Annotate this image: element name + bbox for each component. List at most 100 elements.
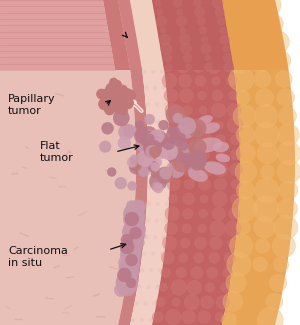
Circle shape <box>123 235 133 245</box>
Circle shape <box>130 258 140 267</box>
Circle shape <box>212 207 226 220</box>
Circle shape <box>162 236 177 250</box>
Circle shape <box>132 221 141 229</box>
Circle shape <box>143 140 162 158</box>
Circle shape <box>123 208 137 222</box>
Circle shape <box>124 233 138 247</box>
Circle shape <box>216 295 230 309</box>
Circle shape <box>229 91 237 100</box>
Circle shape <box>125 221 134 229</box>
Circle shape <box>118 124 134 140</box>
Circle shape <box>223 46 230 52</box>
Circle shape <box>224 60 236 72</box>
Circle shape <box>146 218 150 223</box>
Circle shape <box>148 152 152 156</box>
Circle shape <box>188 138 206 156</box>
Circle shape <box>199 26 207 34</box>
Circle shape <box>120 269 133 281</box>
Circle shape <box>278 124 299 146</box>
Circle shape <box>146 140 162 157</box>
Circle shape <box>121 253 131 263</box>
Circle shape <box>160 43 172 55</box>
Circle shape <box>157 31 169 43</box>
Circle shape <box>169 15 182 28</box>
Circle shape <box>184 295 199 310</box>
Circle shape <box>120 277 131 288</box>
Circle shape <box>166 162 182 177</box>
Circle shape <box>151 69 155 73</box>
Circle shape <box>146 134 154 142</box>
Circle shape <box>224 252 236 264</box>
Circle shape <box>122 226 135 239</box>
Circle shape <box>180 239 190 248</box>
Circle shape <box>131 204 143 216</box>
Circle shape <box>178 140 188 150</box>
Circle shape <box>162 235 166 239</box>
Circle shape <box>253 257 267 272</box>
Circle shape <box>231 179 240 189</box>
Circle shape <box>161 143 178 160</box>
Circle shape <box>173 113 183 123</box>
Circle shape <box>127 263 136 272</box>
Circle shape <box>130 209 137 216</box>
Circle shape <box>106 83 118 95</box>
Circle shape <box>210 237 222 250</box>
Circle shape <box>267 31 289 53</box>
Circle shape <box>132 245 141 254</box>
Circle shape <box>183 193 195 205</box>
Circle shape <box>215 135 226 145</box>
Circle shape <box>127 157 137 167</box>
Circle shape <box>117 268 131 282</box>
Circle shape <box>125 248 134 257</box>
Circle shape <box>180 27 187 34</box>
Circle shape <box>220 27 226 34</box>
Circle shape <box>125 267 136 278</box>
Circle shape <box>128 270 138 280</box>
Circle shape <box>230 234 253 257</box>
Circle shape <box>119 280 130 291</box>
Circle shape <box>134 128 150 144</box>
Circle shape <box>164 89 178 102</box>
Circle shape <box>125 221 139 234</box>
Circle shape <box>139 147 148 157</box>
Circle shape <box>187 280 202 295</box>
Ellipse shape <box>188 168 208 182</box>
Circle shape <box>128 210 138 220</box>
Circle shape <box>159 34 170 45</box>
Ellipse shape <box>194 138 222 152</box>
Circle shape <box>236 220 250 234</box>
Circle shape <box>126 259 138 271</box>
Ellipse shape <box>216 154 230 162</box>
Circle shape <box>207 58 222 73</box>
Circle shape <box>124 283 133 292</box>
Circle shape <box>114 283 128 297</box>
Circle shape <box>129 201 138 209</box>
Circle shape <box>212 191 227 207</box>
Circle shape <box>199 178 211 190</box>
Ellipse shape <box>213 142 229 152</box>
Polygon shape <box>130 0 170 325</box>
Circle shape <box>118 284 130 296</box>
Circle shape <box>144 86 148 90</box>
Circle shape <box>183 53 192 62</box>
Circle shape <box>137 36 142 40</box>
Circle shape <box>152 20 157 24</box>
Circle shape <box>220 44 235 58</box>
Circle shape <box>223 53 232 62</box>
Circle shape <box>130 266 138 274</box>
Circle shape <box>128 228 136 237</box>
Circle shape <box>147 119 151 123</box>
Circle shape <box>155 218 159 223</box>
Circle shape <box>136 203 146 212</box>
Circle shape <box>153 86 157 90</box>
Circle shape <box>122 251 136 264</box>
Circle shape <box>149 53 153 57</box>
Circle shape <box>142 252 146 256</box>
Circle shape <box>147 132 158 144</box>
Circle shape <box>129 160 143 174</box>
Circle shape <box>129 223 142 237</box>
Circle shape <box>140 268 144 272</box>
Circle shape <box>131 250 141 260</box>
Circle shape <box>152 141 168 157</box>
Circle shape <box>195 75 206 86</box>
